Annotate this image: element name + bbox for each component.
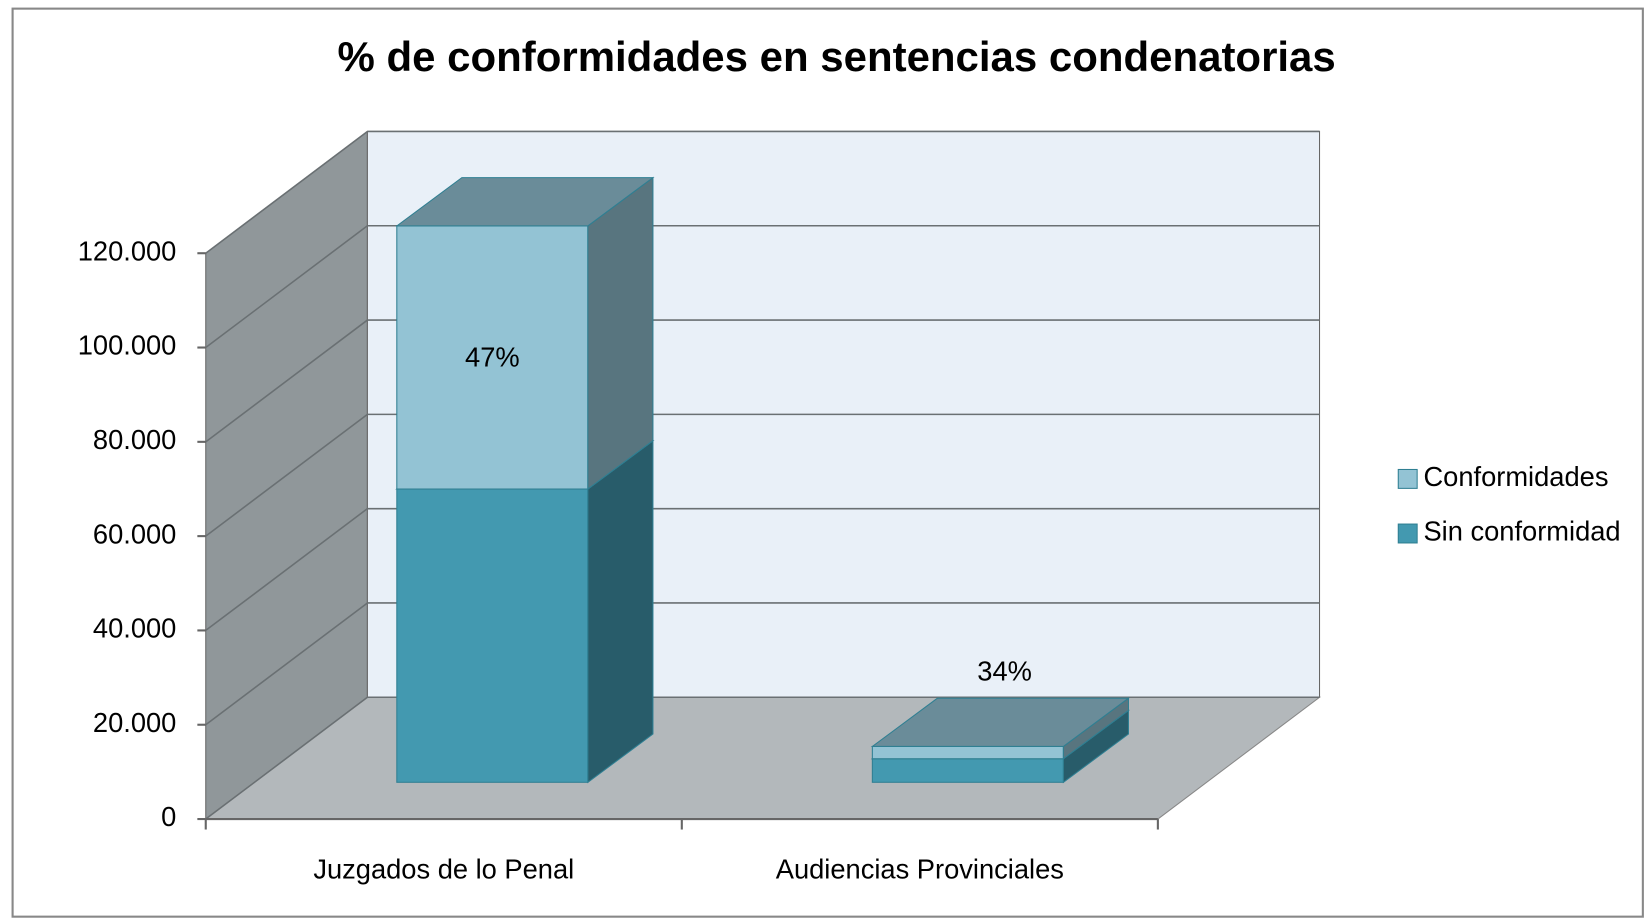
grid-line <box>205 696 368 820</box>
legend-label: Conformidades <box>1423 461 1608 492</box>
grid-line <box>205 413 368 537</box>
annotation: 34% <box>977 655 1032 686</box>
chart-title: % de conformidades en sentencias condena… <box>338 33 1336 80</box>
y-tick-label: 20.000 <box>93 707 176 738</box>
y-tick-label: 0 <box>161 801 176 832</box>
grid-line <box>205 319 368 443</box>
grid-line <box>205 130 368 254</box>
bar-top <box>870 697 1131 747</box>
legend-swatch <box>1397 468 1418 489</box>
bar-segment <box>871 745 1064 760</box>
grid-line <box>205 225 368 349</box>
bar-top <box>395 177 655 227</box>
y-tick-label: 60.000 <box>93 518 176 549</box>
bar-segment <box>396 225 589 490</box>
x-tick-label: Audiencias Provinciales <box>776 854 1064 885</box>
floor <box>204 696 1322 820</box>
grid-line <box>205 508 368 632</box>
y-tick-label: 40.000 <box>93 613 176 644</box>
bar-side <box>587 176 654 491</box>
bar-segment <box>871 758 1064 783</box>
bar-side <box>587 439 654 784</box>
y-tick-label: 80.000 <box>93 424 176 455</box>
y-tick-label: 120.000 <box>78 235 177 266</box>
legend-label: Sin conformidad <box>1423 516 1620 547</box>
legend-swatch <box>1397 523 1418 544</box>
bar-segment <box>396 488 589 783</box>
x-tick-label: Juzgados de lo Penal <box>313 854 574 885</box>
y-tick-label: 100.000 <box>78 330 177 361</box>
grid-line <box>205 602 368 726</box>
annotation: 47% <box>465 341 520 372</box>
